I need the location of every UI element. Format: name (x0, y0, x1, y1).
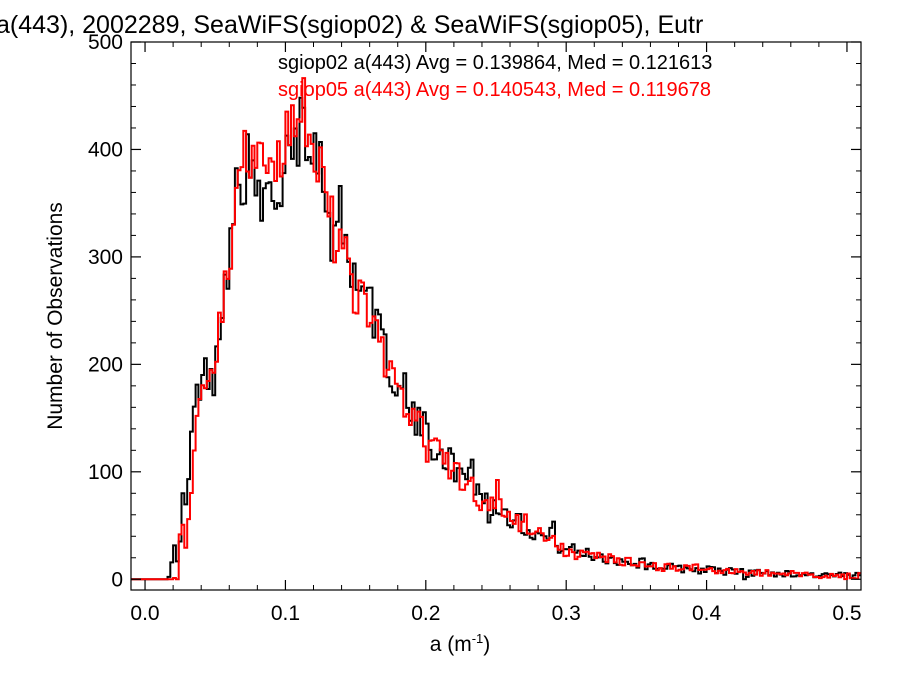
x-axis-label-main: a (m (430, 633, 472, 656)
x-tick-label: 0.1 (271, 602, 300, 625)
histogram-series-sgiop05 (131, 77, 861, 581)
y-axis-label: Number of Observations (44, 202, 67, 430)
series-layer (131, 77, 861, 581)
y-tick-label: 400 (88, 138, 123, 161)
legend-entry-sgiop02: sgiop02 a(443) Avg = 0.139864, Med = 0.1… (278, 52, 712, 74)
y-tick-label: 300 (88, 246, 123, 269)
histogram-series-sgiop02 (131, 96, 861, 581)
ticks-layer: 0.0 0.1 0.2 0.3 0.4 0.5 0 100 200 300 400 500 (88, 31, 862, 625)
x-axis-label-close: ) (483, 633, 490, 656)
x-tick-label: 0.3 (552, 602, 581, 625)
x-axis-label-exponent: -1 (472, 631, 484, 646)
x-tick-label: 0.0 (130, 602, 159, 625)
y-tick-label: 0 (111, 568, 123, 591)
y-tick-label: 100 (88, 461, 123, 484)
plot-frame (130, 41, 862, 591)
y-tick-label: 200 (88, 353, 123, 376)
chart-title: a(443), 2002289, SeaWiFS(sgiop02) & SeaW… (0, 11, 703, 39)
x-axis-label: a (m-1) (430, 631, 491, 656)
legend-entry-sgiop05: sgiop05 a(443) Avg = 0.140543, Med = 0.1… (278, 79, 711, 101)
x-tick-label: 0.4 (692, 602, 722, 625)
x-tick-label: 0.2 (411, 602, 440, 625)
legend: sgiop02 a(443) Avg = 0.139864, Med = 0.1… (278, 52, 712, 101)
y-tick-label: 500 (88, 31, 123, 54)
x-tick-label: 0.5 (832, 602, 861, 625)
